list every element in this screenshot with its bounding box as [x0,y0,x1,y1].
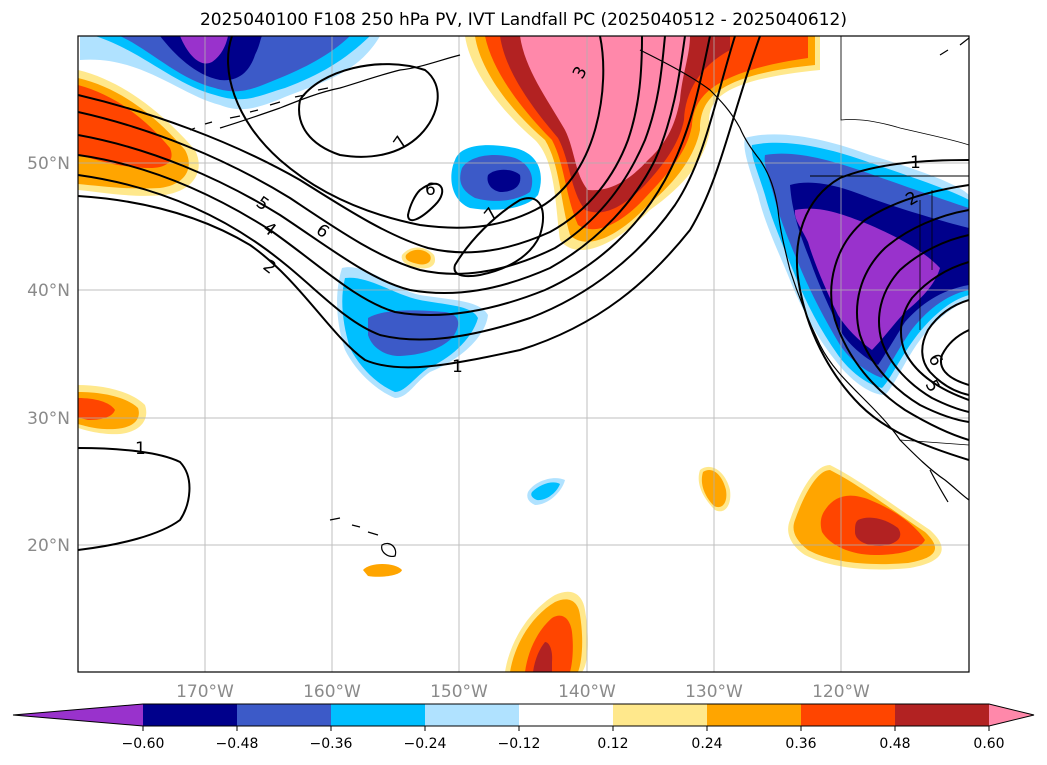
colorbar-segment [237,704,332,726]
pv-contour [878,234,969,413]
coastline-bc [759,159,791,271]
border-us-mexico [899,439,969,446]
lon-tick-label: 120°W [812,682,870,702]
pv-contour [227,36,605,229]
colorbar-segment [331,704,426,726]
contour-label: 1 [910,153,921,173]
contour-label: 6 [425,180,436,200]
pv-contour [406,182,444,222]
colorbar-tick-label: 0.48 [879,736,910,752]
colorbar-tick-label: 0.36 [785,736,816,752]
colorbar-tick-label: −0.12 [498,736,541,752]
pv-contour [78,36,736,341]
colorbar-tick-label: 0.12 [597,736,628,752]
lon-tick-label: 170°W [176,682,234,702]
coastline-hudson [939,37,969,56]
graticule [78,36,969,672]
border-us-internal [919,190,933,330]
pv-contour [830,184,969,441]
colorbar-extend-high [989,704,1034,726]
colorbar-tick-label: 0.24 [691,736,722,752]
map-title: 2025040100 F108 250 hPa PV, IVT Landfall… [199,10,847,30]
colorbar-segment [143,704,238,726]
coastline-aleutians [189,87,329,131]
coastline-hawaii [329,517,397,557]
colorbar-segment [425,704,520,726]
border-canada-interior [840,36,969,146]
lat-tick-label: 30°N [27,409,70,429]
coastlines [189,36,969,557]
lon-axis: 170°W 160°W 150°W 140°W 130°W 120°W [176,682,870,702]
pv-contour [856,209,969,423]
pv-contour [78,36,711,317]
colorbar-segment [613,704,708,726]
pv-contours [78,36,969,551]
colorbar-segment [707,704,802,726]
pv-contour [78,447,191,551]
colorbar-tick-label: −0.48 [216,736,259,752]
colorbar-tick-label: 0.60 [973,736,1004,752]
coastline-gulf-of-alaska [639,49,761,161]
colorbar-extend-low [13,704,143,726]
coastline-baja [929,469,949,503]
pv-contour [298,63,439,158]
contour-label: 1 [452,357,463,377]
lat-tick-label: 50°N [27,154,70,174]
colorbar-segment [519,704,614,726]
pv-contour [921,299,969,396]
lon-tick-label: 150°W [430,682,488,702]
colorbar-tick-label: −0.24 [404,736,447,752]
lat-tick-label: 20°N [27,536,70,556]
coastline-alaska [219,54,461,129]
pv-contour [796,159,969,461]
coastline-us-west [789,269,969,501]
colorbar: −0.60 −0.48 −0.36 −0.24 −0.12 0.12 0.24 0.36 0.4… [12,703,1035,752]
lon-tick-label: 130°W [685,682,743,702]
contour-label: 1 [135,439,146,459]
colorbar-tick-label: −0.60 [122,736,165,752]
pv-contour [899,261,969,401]
lat-tick-label: 40°N [27,281,70,301]
pv-contour [453,197,545,278]
pv-contour [78,36,643,254]
colorbar-tick-label: −0.36 [310,736,353,752]
colorbar-segment [801,704,896,726]
pv-contour [940,329,969,386]
map-frame [77,35,970,673]
pv-contour [78,36,686,295]
colorbar-segment [895,704,990,726]
lon-tick-label: 160°W [303,682,361,702]
lat-axis: 50°N 40°N 30°N 20°N [27,154,70,556]
lon-tick-label: 140°W [558,682,616,702]
pv-contour [78,36,761,369]
